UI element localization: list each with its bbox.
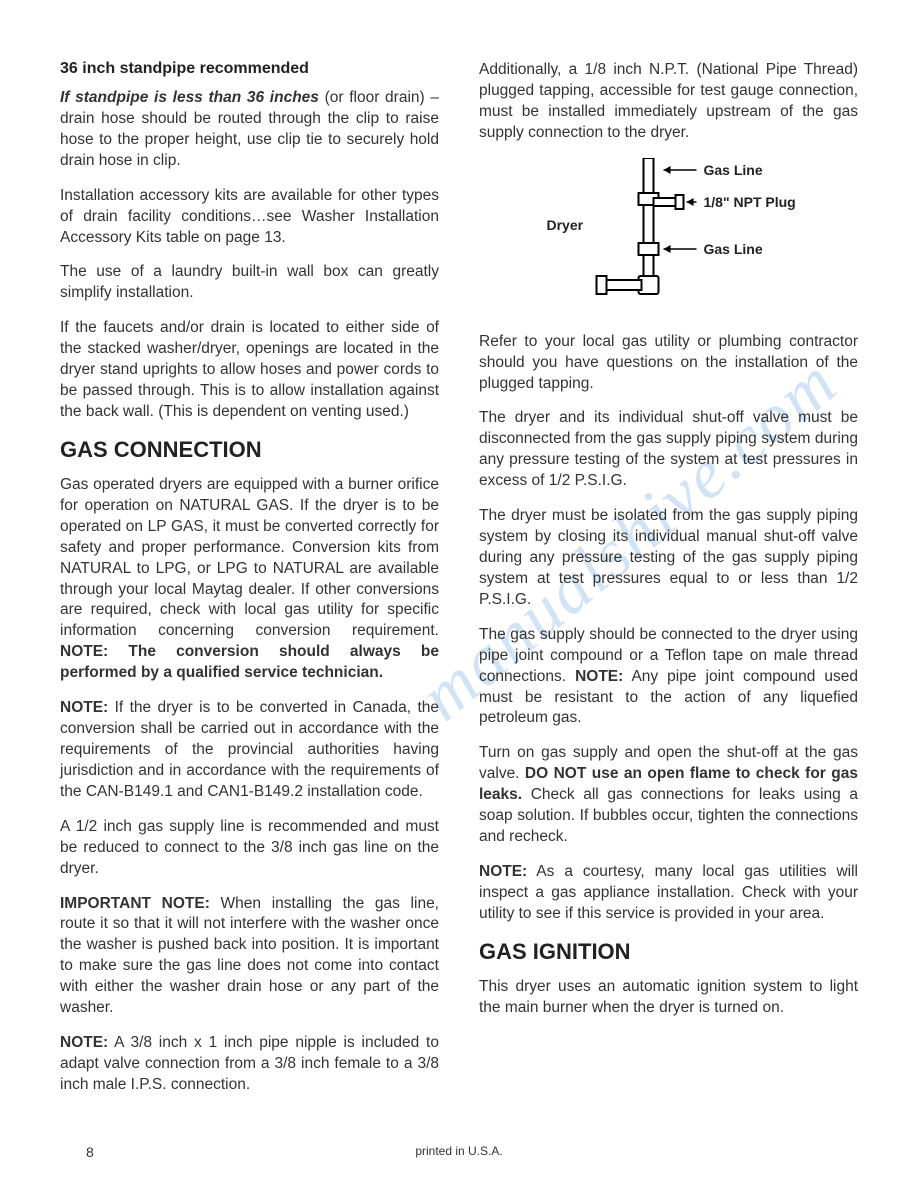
conversion-note-bold: NOTE: The conversion should always be pe… bbox=[60, 643, 439, 681]
pipe-compound-para: The gas supply should be connected to th… bbox=[479, 625, 858, 730]
footer-center-text: printed in U.S.A. bbox=[415, 1144, 502, 1158]
isolation-para: The dryer must be isolated from the gas … bbox=[479, 506, 858, 611]
important-note-text: When installing the gas line, route it s… bbox=[60, 895, 439, 1017]
wall-box-para: The use of a laundry built-in wall box c… bbox=[60, 262, 439, 304]
page-footer: 8 printed in U.S.A. bbox=[0, 1144, 918, 1160]
canada-note-label: NOTE: bbox=[60, 699, 108, 716]
gas-line-bottom-label: Gas Line bbox=[704, 241, 763, 257]
gas-supply-line-para: A 1/2 inch gas supply line is recommende… bbox=[60, 817, 439, 880]
canada-note-text: If the dryer is to be converted in Canad… bbox=[60, 699, 439, 800]
standpipe-heading: 36 inch standpipe recommended bbox=[60, 60, 439, 78]
courtesy-note-para: NOTE: As a courtesy, many local gas util… bbox=[479, 862, 858, 925]
canada-note-para: NOTE: If the dryer is to be converted in… bbox=[60, 698, 439, 803]
gas-line-top-label: Gas Line bbox=[704, 162, 763, 178]
gas-line-diagram: Gas Line 1/8" NPT Plug Gas Line Dryer bbox=[479, 158, 858, 318]
leak-check-c: Check all gas connections for leaks usin… bbox=[479, 786, 858, 845]
gas-ignition-heading: GAS IGNITION bbox=[479, 939, 858, 965]
accessory-kits-para: Installation accessory kits are availabl… bbox=[60, 186, 439, 249]
standpipe-lead: If standpipe is less than 36 inches bbox=[60, 89, 319, 106]
pipe-nipple-label: NOTE: bbox=[60, 1034, 108, 1051]
page-content: 36 inch standpipe recommended If standpi… bbox=[60, 60, 858, 1110]
leak-check-para: Turn on gas supply and open the shut-off… bbox=[479, 743, 858, 848]
faucets-drain-para: If the faucets and/or drain is located t… bbox=[60, 318, 439, 423]
pipe-nipple-text: A 3/8 inch x 1 inch pipe nipple is inclu… bbox=[60, 1034, 439, 1093]
npt-tapping-para: Additionally, a 1/8 inch N.P.T. (Nationa… bbox=[479, 60, 858, 144]
left-column: 36 inch standpipe recommended If standpi… bbox=[60, 60, 439, 1110]
pipe-compound-note: NOTE: bbox=[575, 668, 623, 685]
right-column: Additionally, a 1/8 inch N.P.T. (Nationa… bbox=[479, 60, 858, 1110]
important-note-label: IMPORTANT NOTE: bbox=[60, 895, 210, 912]
courtesy-note-text: As a courtesy, many local gas utilities … bbox=[479, 863, 858, 922]
local-utility-para: Refer to your local gas utility or plumb… bbox=[479, 332, 858, 395]
standpipe-para: If standpipe is less than 36 inches (or … bbox=[60, 88, 439, 172]
ignition-para: This dryer uses an automatic ignition sy… bbox=[479, 977, 858, 1019]
gas-orifice-para: Gas operated dryers are equipped with a … bbox=[60, 475, 439, 684]
gas-orifice-text: Gas operated dryers are equipped with a … bbox=[60, 476, 439, 639]
npt-plug-label: 1/8" NPT Plug bbox=[704, 194, 796, 210]
page-number: 8 bbox=[86, 1144, 94, 1160]
important-note-para: IMPORTANT NOTE: When installing the gas … bbox=[60, 894, 439, 1020]
gas-connection-heading: GAS CONNECTION bbox=[60, 437, 439, 463]
two-column-layout: 36 inch standpipe recommended If standpi… bbox=[60, 60, 858, 1110]
courtesy-note-label: NOTE: bbox=[479, 863, 527, 880]
pipe-nipple-note-para: NOTE: A 3/8 inch x 1 inch pipe nipple is… bbox=[60, 1033, 439, 1096]
dryer-label: Dryer bbox=[547, 217, 584, 233]
shutoff-valve-para: The dryer and its individual shut-off va… bbox=[479, 408, 858, 492]
